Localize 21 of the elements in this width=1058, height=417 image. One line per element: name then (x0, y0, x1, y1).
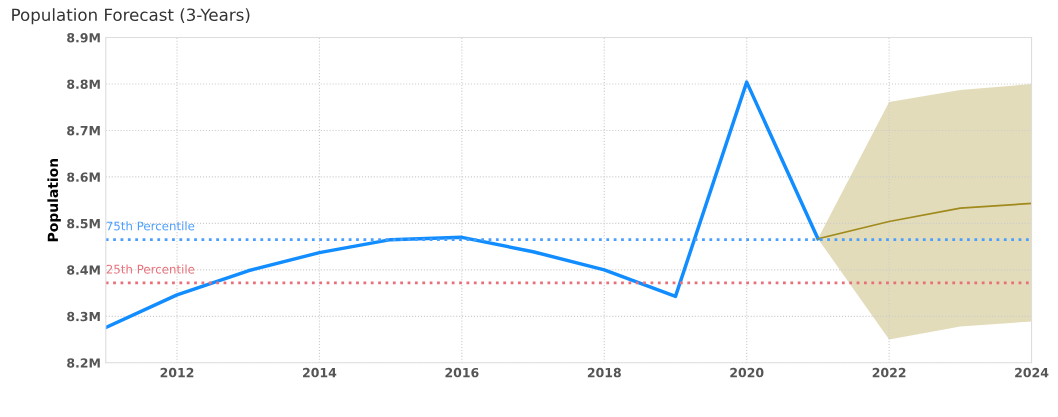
line-series (105, 80, 820, 330)
y-tick-label: 8.7M (67, 125, 100, 136)
y-tick-label: 8.9M (67, 33, 100, 43)
y-axis-title: Population (47, 158, 61, 242)
y-tick-label: 8.8M (67, 79, 100, 89)
y-tick-label: 8.3M (67, 311, 100, 322)
x-tick-label: 2022 (872, 367, 906, 378)
x-tick-label: 2018 (587, 367, 621, 378)
y-tick-label: 8.2M (67, 358, 100, 368)
x-tick-label: 2016 (445, 367, 479, 378)
chart-title: Population Forecast (3-Years) (12, 8, 250, 25)
x-tick-label: 2020 (730, 367, 764, 378)
x-tick-label: 2012 (160, 367, 194, 378)
line-series (817, 202, 1032, 240)
y-tick-label: 8.6M (67, 172, 100, 182)
x-tick-label: 2024 (1015, 367, 1049, 378)
x-tick-label: 2014 (303, 367, 337, 378)
ref-line-label: 25th Percentile (106, 264, 195, 274)
ref-line-label: 75th Percentile (106, 221, 195, 231)
y-tick-label: 8.4M (67, 265, 100, 275)
y-tick-label: 8.5M (67, 218, 100, 229)
